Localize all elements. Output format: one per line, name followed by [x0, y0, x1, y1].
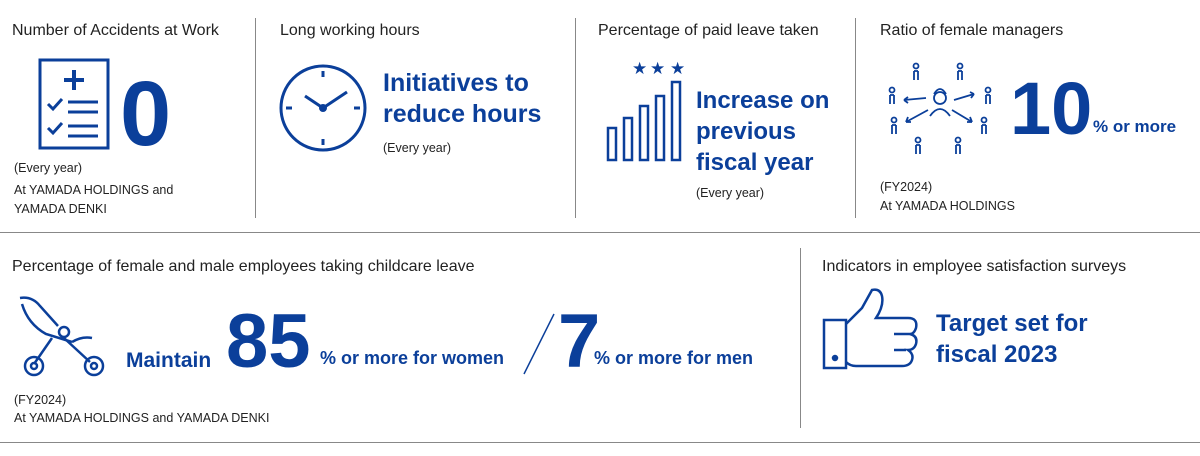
childcare-scope: At YAMADA HOLDINGS and YAMADA DENKI [14, 411, 270, 425]
checklist-icon [38, 58, 110, 150]
rising-bars-icon: ★ ★ ★ [604, 58, 690, 162]
paid-leave-period: (Every year) [696, 186, 765, 200]
divider-3 [855, 18, 856, 218]
female-managers-unit: % or more [1093, 117, 1177, 136]
bottom-rule [0, 442, 1200, 443]
row-divider [0, 232, 1200, 233]
stroller-icon [14, 292, 112, 380]
childcare-prefix: Maintain [126, 349, 212, 372]
accidents-value: 0 [120, 63, 172, 165]
hours-target-2: reduce hours [383, 100, 542, 128]
clock-icon [277, 62, 369, 154]
divider-1 [255, 18, 256, 218]
paid-leave-target-1: Increase on [696, 87, 830, 114]
paid-leave-title: Percentage of paid leave taken [598, 22, 819, 39]
childcare-men-value: 7 [558, 299, 601, 384]
female-managers-value: 10 [1010, 67, 1093, 150]
female-managers-title: Ratio of female managers [880, 22, 1064, 39]
childcare-women-value: 85 [226, 299, 311, 384]
satisfaction-target-2: fiscal 2023 [936, 341, 1058, 368]
svg-text:★: ★ [650, 59, 665, 79]
accidents-scope-2: YAMADA DENKI [14, 202, 107, 216]
divider-2 [575, 18, 576, 218]
divider-4 [800, 248, 801, 428]
female-managers-scope: At YAMADA HOLDINGS [880, 199, 1015, 213]
childcare-title: Percentage of female and male employees … [12, 258, 475, 275]
network-people-icon [880, 58, 1000, 162]
accidents-title: Number of Accidents at Work [12, 22, 219, 39]
satisfaction-target-1: Target set for [936, 310, 1088, 337]
accidents-scope-1: At YAMADA HOLDINGS and [14, 183, 174, 197]
childcare-men-unit: % or more for men [594, 348, 754, 368]
svg-text:★: ★ [670, 59, 685, 79]
childcare-women-unit: % or more for women [320, 348, 505, 368]
paid-leave-target-3: fiscal year [696, 149, 814, 176]
female-managers-period: (FY2024) [880, 180, 933, 194]
satisfaction-title: Indicators in employee satisfaction surv… [822, 258, 1127, 275]
thumbs-up-icon [822, 286, 920, 372]
slash-divider [522, 312, 556, 376]
hours-title: Long working hours [280, 22, 420, 39]
accidents-period: (Every year) [14, 161, 83, 175]
hours-target-1: Initiatives to [383, 69, 529, 97]
hours-period: (Every year) [383, 141, 452, 155]
paid-leave-target-2: previous [696, 118, 797, 145]
svg-text:★: ★ [632, 59, 647, 79]
childcare-period: (FY2024) [14, 393, 67, 407]
